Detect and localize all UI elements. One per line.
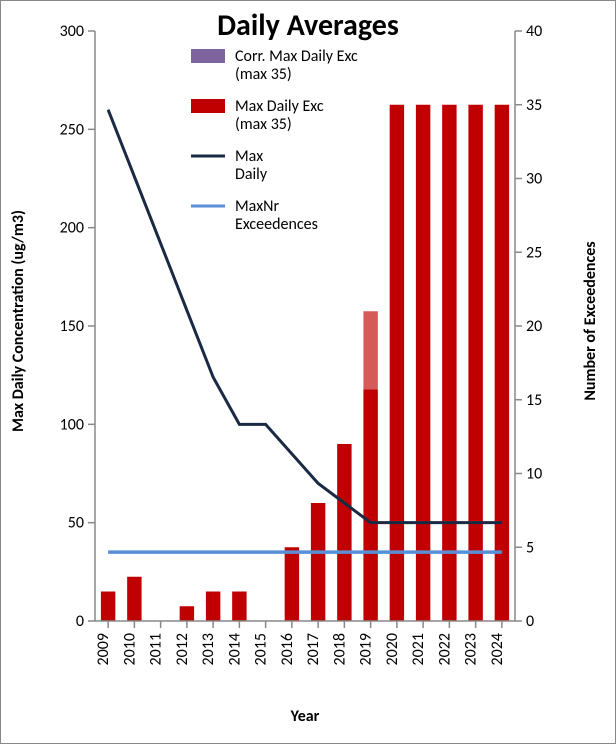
left-tick-label: 100: [60, 415, 84, 434]
left-tick-label: 50: [68, 514, 84, 533]
x-tick-label: 2013: [199, 633, 218, 665]
left-tick-label: 300: [60, 22, 84, 41]
right-tick-label: 35: [526, 96, 542, 115]
x-tick-label: 2015: [252, 633, 271, 665]
x-axis-label: Year: [290, 707, 320, 726]
x-tick-label: 2018: [330, 633, 349, 665]
chart-frame: 0 50 100 150 200 250 300 0 5 10 15 20 25 30 35 40 2009 20…: [0, 0, 616, 744]
legend-swatch: [191, 49, 225, 63]
x-tick-label: 2017: [304, 633, 323, 665]
x-tick-label: 2024: [488, 633, 507, 665]
max-daily-exc-bar: [206, 592, 220, 622]
max-daily-exc-bar: [232, 592, 246, 622]
right-tick-label: 5: [526, 538, 534, 557]
daily-averages-chart: 0 50 100 150 200 250 300 0 5 10 15 20 25 30 35 40 2009 20…: [1, 1, 615, 743]
left-tick-label: 150: [60, 317, 84, 336]
right-tick-label: 0: [526, 612, 534, 631]
max-daily-exc-bar: [180, 606, 194, 621]
left-tick-label: 0: [76, 612, 84, 631]
legend-label: Corr. Max Daily Exc: [235, 47, 358, 66]
max-daily-exc-bar: [311, 503, 325, 621]
max-daily-exc-bar: [363, 389, 377, 621]
max-daily-exc-bar: [468, 105, 482, 621]
x-tick-label: 2011: [147, 633, 166, 665]
x-tick-label: 2023: [462, 633, 481, 665]
max-daily-exc-bar: [390, 105, 404, 621]
x-tick-label: 2020: [383, 633, 402, 665]
max-daily-exc-bar: [127, 577, 141, 621]
legend-label: (max 35): [235, 115, 292, 134]
left-tick-label: 250: [60, 120, 84, 139]
right-tick-label: 30: [526, 170, 542, 189]
x-tick-label: 2009: [94, 633, 113, 665]
x-tick-label: 2022: [435, 633, 454, 665]
legend-label: Max: [235, 147, 263, 166]
x-tick-label: 2012: [173, 633, 192, 665]
legend-label: Daily: [235, 165, 268, 184]
corr-max-daily-exc-bar: [363, 311, 377, 389]
x-tick-label: 2010: [120, 633, 139, 665]
max-daily-exc-bar: [495, 105, 509, 621]
x-tick-label: 2019: [357, 633, 376, 665]
x-tick-label: 2014: [225, 633, 244, 665]
right-tick-label: 40: [526, 22, 542, 41]
right-tick-label: 10: [526, 465, 542, 484]
legend-label: Exceedences: [235, 215, 318, 234]
max-daily-exc-bar: [101, 592, 115, 622]
right-tick-label: 15: [526, 391, 542, 410]
y-right-label: Number of Exceedences: [581, 241, 600, 400]
chart-title: Daily Averages: [217, 7, 399, 44]
right-tick-label: 25: [526, 243, 542, 262]
legend-swatch: [191, 99, 225, 113]
legend-label: (max 35): [235, 65, 292, 84]
max-daily-exc-bar: [337, 444, 351, 621]
max-daily-exc-bar: [416, 105, 430, 621]
right-tick-label: 20: [526, 317, 542, 336]
y-left-label: Max Daily Concentration (ug/m3): [9, 210, 28, 432]
x-tick-label: 2021: [409, 633, 428, 665]
legend-label: Max Daily Exc: [235, 97, 324, 116]
x-tick-label: 2016: [278, 633, 297, 665]
max-daily-exc-bar: [442, 105, 456, 621]
max-daily-exc-bar: [285, 547, 299, 621]
legend-label: MaxNr: [235, 197, 279, 216]
left-tick-label: 200: [60, 219, 84, 238]
